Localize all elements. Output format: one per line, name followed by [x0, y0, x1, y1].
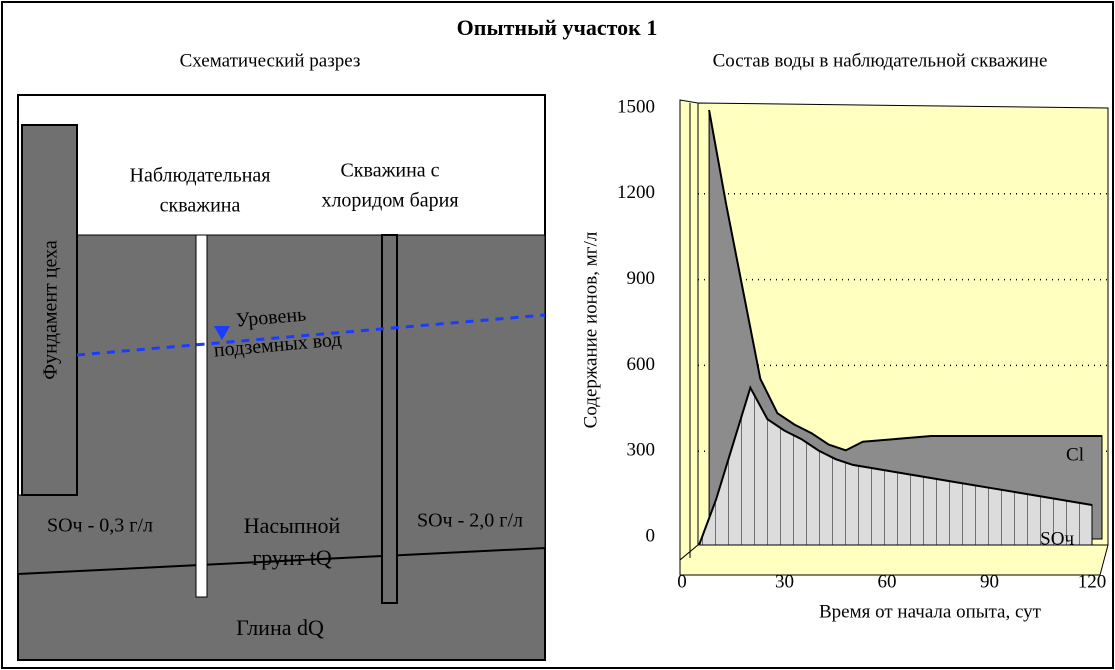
x-tick-label: 30 [775, 571, 794, 592]
chart-title: Состав воды в наблюдательной скважине [713, 50, 1048, 71]
y-tick-label: 600 [627, 354, 656, 375]
label: Скважина с [340, 160, 439, 182]
diagram-title: Схематический разрез [180, 50, 361, 71]
y-tick-label: 900 [627, 268, 656, 289]
y-tick-label: 1500 [617, 96, 655, 117]
x-tick-label: 90 [980, 571, 999, 592]
barium-well [382, 235, 397, 603]
label: хлоридом бария [321, 190, 458, 212]
label: Фундамент цеха [40, 240, 62, 380]
x-tick-label: 0 [677, 571, 687, 592]
side-wall [680, 100, 698, 560]
series-label: SOч [1040, 528, 1074, 549]
label: Глина dQ [236, 615, 324, 640]
cross-section: Фундамент цеха Наблюдательная скважина С… [18, 95, 545, 660]
observation-well [196, 235, 207, 597]
page-title: Опытный участок 1 [457, 15, 658, 40]
y-axis-label: Содержание ионов, мг/л [580, 231, 601, 428]
label: SOч - 2,0 г/л [417, 510, 523, 532]
series-label: Cl [1066, 444, 1084, 465]
chart: Содержание ионов, мг/л Время от начала о… [580, 96, 1108, 622]
label: Наблюдательная [130, 165, 271, 187]
y-tick-label: 300 [627, 440, 656, 461]
label: грунт tQ [252, 545, 332, 570]
y-tick-label: 0 [646, 525, 656, 546]
x-tick-label: 120 [1078, 571, 1107, 592]
x-tick-label: 60 [878, 571, 897, 592]
label: скважина [160, 195, 241, 217]
label: Насыпной [244, 513, 341, 538]
label: SOч - 0,3 г/л [47, 515, 153, 537]
y-tick-label: 1200 [617, 182, 655, 203]
page: Опытный участок 1 Схематический разрез С… [0, 0, 1115, 670]
x-axis-label: Время от начала опыта, сут [819, 601, 1042, 622]
